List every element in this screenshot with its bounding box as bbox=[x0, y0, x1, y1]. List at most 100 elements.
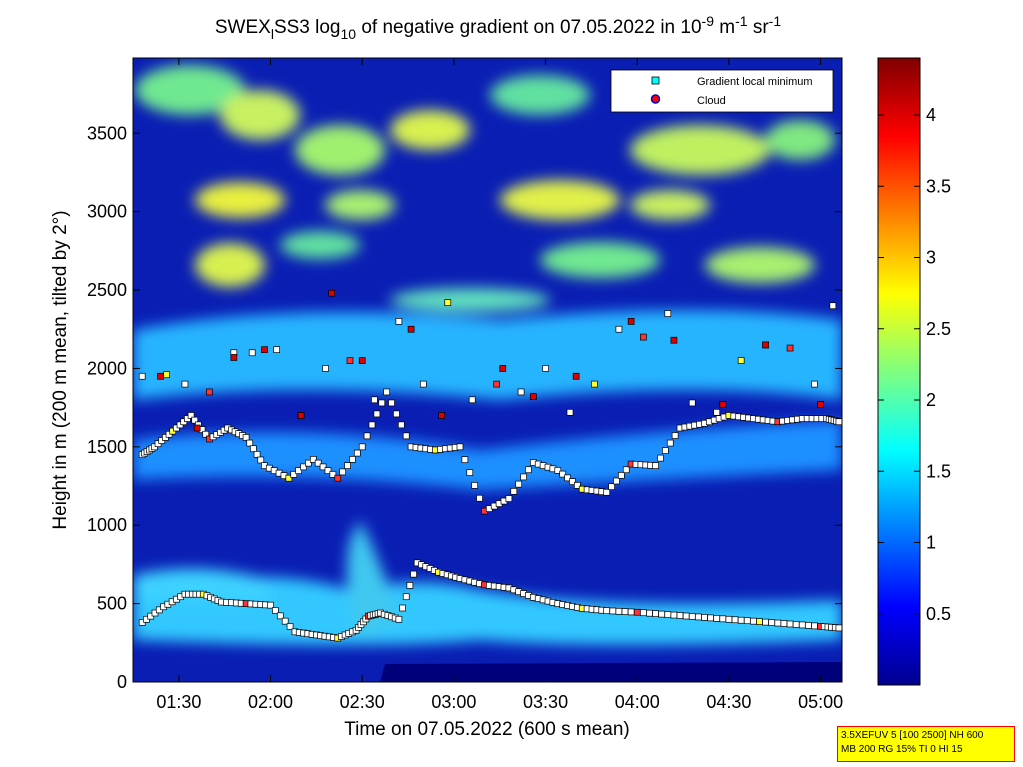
y-tick-label: 3000 bbox=[87, 202, 127, 222]
gradient-minimum-marker bbox=[618, 472, 625, 479]
gradient-minimum-marker bbox=[346, 357, 354, 364]
gradient-minimum-marker bbox=[471, 482, 479, 489]
colorbar-tick-label: 4 bbox=[926, 105, 936, 125]
gradient-minimum-marker bbox=[688, 399, 696, 407]
y-axis: 0 500 1000 1500 2000 2500 3000 3500 bbox=[87, 123, 842, 692]
y-tick-label: 1500 bbox=[87, 437, 127, 457]
gradient-minimum-marker bbox=[242, 434, 250, 441]
cloud-marker bbox=[328, 289, 335, 297]
gradient-minimum-marker bbox=[285, 474, 293, 482]
gradient-minimum-marker bbox=[652, 610, 659, 617]
gradient-minimum-marker bbox=[725, 615, 733, 623]
gradient-minimum-marker bbox=[762, 618, 769, 626]
y-tick-label: 2000 bbox=[87, 358, 127, 378]
gradient-minimum-marker bbox=[281, 617, 289, 625]
gradient-minimum-marker bbox=[750, 617, 757, 625]
gradient-minimum-marker bbox=[658, 610, 666, 618]
gradient-minimum-marker bbox=[608, 483, 615, 490]
gradient-minimum-marker bbox=[456, 443, 464, 451]
gradient-minimum-marker bbox=[640, 609, 647, 617]
gradient-minimum-marker bbox=[835, 418, 842, 426]
aerosol-band bbox=[346, 520, 400, 640]
gradient-minimum-marker bbox=[334, 474, 342, 482]
cloud-marker bbox=[358, 357, 366, 364]
aerosol-band bbox=[133, 577, 842, 645]
x-tick-label: 02:00 bbox=[248, 692, 293, 712]
gradient-minimum-marker bbox=[163, 371, 170, 379]
gradient-minimum-marker bbox=[206, 388, 213, 396]
y-tick-label: 1000 bbox=[87, 515, 127, 535]
gradient-minimum-marker bbox=[835, 624, 842, 632]
gradient-minimum-marker bbox=[515, 480, 523, 488]
gradient-minimum-marker bbox=[671, 432, 679, 439]
gradient-minimum-marker bbox=[410, 570, 417, 578]
gradient-minimum-marker bbox=[246, 439, 254, 447]
gradient-minimum-marker bbox=[138, 372, 146, 380]
title-sup: -1 bbox=[769, 13, 782, 29]
gradient-minimum-marker bbox=[798, 621, 806, 629]
gradient-minimum-marker bbox=[319, 463, 327, 471]
cloud-marker bbox=[627, 318, 635, 325]
ground-band bbox=[380, 662, 842, 682]
gradient-minimum-marker bbox=[378, 399, 386, 407]
gradient-minimum-marker bbox=[368, 421, 376, 429]
gradient-minimum-marker bbox=[388, 399, 395, 407]
gradient-minimum-marker bbox=[286, 623, 294, 630]
patch bbox=[195, 243, 265, 287]
gradient-minimum-marker bbox=[399, 604, 406, 612]
gradient-minimum-marker bbox=[402, 593, 410, 601]
gradient-minimum-marker bbox=[554, 466, 562, 474]
info-line: 3.5XEFUV 5 [100 2500] NH 600 bbox=[841, 730, 984, 741]
gradient-minimum-marker bbox=[461, 456, 469, 464]
colorbar-tick-label: 3 bbox=[926, 248, 936, 268]
gradient-minimum-marker bbox=[468, 396, 476, 404]
gradient-minimum-marker bbox=[290, 471, 298, 478]
patch bbox=[195, 182, 285, 218]
gradient-minimum-marker bbox=[329, 471, 337, 478]
title-sub: l bbox=[271, 26, 274, 42]
x-tick-label: 04:30 bbox=[706, 692, 751, 712]
gradient-minimum-marker bbox=[603, 607, 611, 615]
cloud-marker bbox=[407, 325, 415, 333]
title-sup: -9 bbox=[702, 13, 715, 29]
gradient-minimum-marker bbox=[383, 388, 391, 396]
gradient-minimum-marker bbox=[187, 412, 195, 419]
legend-square-marker bbox=[651, 76, 660, 85]
gradient-minimum-marker bbox=[662, 447, 669, 454]
gradient-minimum-marker bbox=[792, 621, 800, 628]
gradient-minimum-marker bbox=[295, 467, 302, 475]
gradient-minimum-marker bbox=[786, 344, 794, 352]
gradient-minimum-marker bbox=[670, 611, 678, 619]
gradient-minimum-marker bbox=[510, 488, 518, 495]
cloud-marker bbox=[817, 401, 824, 408]
gradient-minimum-marker bbox=[666, 439, 674, 447]
gradient-minimum-marker bbox=[300, 463, 307, 471]
gradient-minimum-marker bbox=[829, 302, 837, 310]
patch bbox=[280, 231, 360, 259]
colorbar-tick-label: 0.5 bbox=[926, 604, 951, 624]
patch bbox=[500, 180, 620, 220]
gradient-minimum-marker bbox=[622, 466, 630, 474]
gradient-minimum-marker bbox=[676, 612, 684, 619]
gradient-minimum-marker bbox=[542, 365, 549, 372]
heatmap-field bbox=[133, 58, 842, 682]
gradient-minimum-marker bbox=[181, 380, 189, 388]
patch bbox=[390, 110, 470, 150]
gradient-minimum-marker bbox=[707, 614, 714, 622]
heatmap-texture bbox=[133, 65, 842, 645]
gradient-minimum-marker bbox=[444, 299, 452, 306]
gradient-minimum-marker bbox=[395, 318, 403, 325]
gradient-minimum-marker bbox=[373, 410, 381, 418]
x-tick-label: 01:30 bbox=[156, 692, 201, 712]
title-part: m bbox=[714, 17, 735, 38]
gradient-minimum-marker bbox=[191, 416, 199, 424]
gradient-minimum-marker bbox=[603, 488, 611, 496]
gradient-minimum-marker bbox=[402, 432, 410, 440]
gradient-minimum-marker bbox=[339, 468, 346, 476]
gradient-minimum-marker bbox=[756, 618, 763, 625]
gradient-minimum-marker bbox=[688, 613, 696, 620]
cloud-marker bbox=[670, 336, 678, 344]
gradient-minimum-marker bbox=[371, 396, 378, 404]
gradient-minimum-marker bbox=[664, 611, 672, 618]
